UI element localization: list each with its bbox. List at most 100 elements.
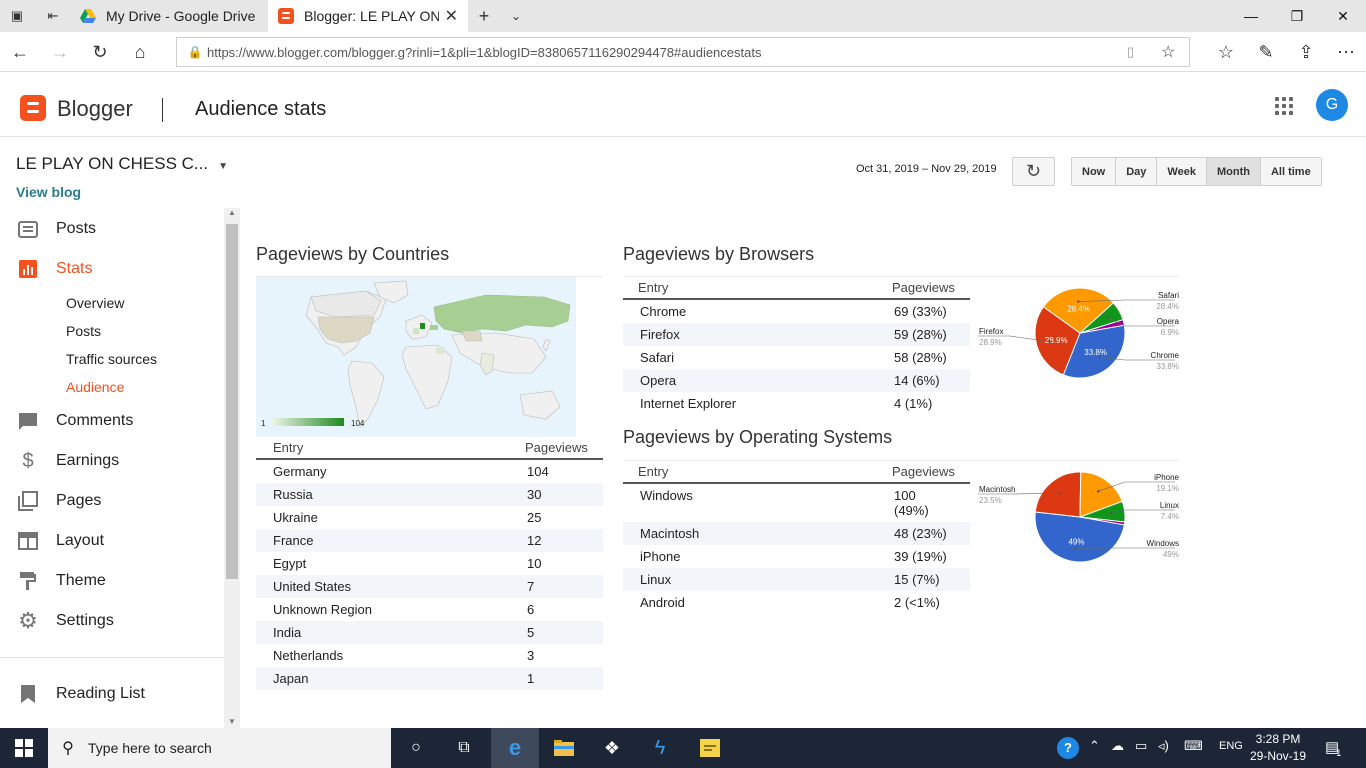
table-row: Opera 14 (6%) (623, 369, 970, 392)
edge-taskbar-icon[interactable]: e (491, 728, 539, 768)
pie-slice-firefox[interactable] (1034, 306, 1081, 376)
table-header: Entry Pageviews (623, 462, 970, 484)
minimize-icon[interactable]: — (1244, 8, 1258, 24)
section-divider (623, 460, 1178, 461)
scroll-down-icon[interactable]: ▼ (228, 717, 236, 726)
period-now-button[interactable]: Now (1072, 158, 1116, 185)
help-icon[interactable]: ? (1057, 737, 1079, 759)
cortana-icon[interactable]: ○ (411, 739, 421, 756)
sidebar-scrollbar[interactable]: ▲ ▼ (224, 208, 240, 728)
row-entry: India (273, 625, 302, 640)
app-name[interactable]: Blogger (57, 96, 133, 121)
sidebar-item-posts[interactable]: Posts (16, 214, 96, 244)
blogger-logo-icon[interactable] (20, 95, 46, 121)
col-entry[interactable]: Entry (638, 464, 669, 479)
favorites-icon[interactable]: ☆ (1217, 41, 1235, 62)
col-entry[interactable]: Entry (638, 280, 669, 295)
address-bar[interactable]: 🔒 https://www.blogger.com/blogger.g?rinl… (176, 37, 1190, 67)
tab-blogger[interactable]: Blogger: LE PLAY ON CH ✕ (268, 0, 468, 32)
map-russia (433, 294, 571, 334)
keyboard-icon[interactable]: ⌨ (1184, 738, 1203, 753)
pie-slice-android[interactable] (1079, 516, 1126, 526)
row-entry: Chrome (640, 304, 687, 319)
period-month-button[interactable]: Month (1205, 158, 1260, 185)
back-icon[interactable]: ← (11, 41, 29, 62)
dropbox-icon[interactable]: ❖ (603, 737, 621, 758)
os-pie-chart[interactable]: 49% iPhone 19.1% Linux 7.4% Windows 49% Macinto… (975, 462, 1185, 572)
pie-slice-internet-explorer[interactable] (1079, 319, 1125, 334)
close-window-icon[interactable]: ✕ (1337, 7, 1349, 24)
restore-icon[interactable]: ❐ (1290, 7, 1304, 24)
more-icon[interactable]: ⋯ (1337, 41, 1355, 62)
apps-grid-icon[interactable] (1275, 97, 1293, 115)
callout-dot (1074, 546, 1077, 550)
pie-slice-chrome[interactable] (1062, 324, 1126, 379)
sidebar-item-earnings[interactable]: $ Earnings (16, 446, 119, 476)
col-pageviews[interactable]: Pageviews (892, 280, 955, 295)
new-tab-icon[interactable]: + (478, 5, 490, 26)
avatar[interactable]: G (1316, 89, 1348, 121)
forward-icon[interactable]: → (51, 41, 69, 62)
task-view-icon[interactable]: ⧉ (458, 739, 470, 756)
favorite-star-icon[interactable]: ☆ (1161, 44, 1176, 61)
pie-slice-macintosh[interactable] (1034, 471, 1082, 518)
battery-icon[interactable]: ▭ (1135, 738, 1148, 753)
blog-selector[interactable]: LE PLAY ON CHESS C... ▼ (16, 154, 228, 174)
notes-pen-icon[interactable]: ✎ (1258, 41, 1274, 62)
reading-view-icon[interactable]: ▯ (1127, 44, 1135, 59)
callout-label: iPhone (1154, 473, 1179, 482)
app-bolt-icon[interactable]: ϟ (654, 736, 666, 759)
sidebar-item-comments[interactable]: Comments (16, 406, 133, 436)
row-pageviews: 100 (894, 488, 916, 503)
world-map[interactable]: 1 104 (256, 277, 576, 437)
pie-slice-iphone[interactable] (1079, 471, 1123, 518)
pie-slice-safari[interactable] (1042, 287, 1115, 334)
home-icon[interactable]: ⌂ (134, 41, 146, 62)
scrollbar-thumb[interactable] (226, 224, 238, 579)
sidebar-item-layout[interactable]: Layout (16, 526, 104, 556)
sticky-notes-icon[interactable] (686, 728, 734, 768)
row-pageviews: 12 (527, 533, 542, 548)
volume-icon[interactable]: ◃) (1158, 738, 1169, 753)
period-all-time-button[interactable]: All time (1259, 158, 1321, 185)
row-pageviews: 69 (33%) (894, 304, 947, 319)
tab-list-chevron-icon[interactable]: ⌄ (510, 9, 522, 23)
share-icon[interactable]: ⇪ (1298, 41, 1314, 62)
sidebar-item-theme[interactable]: Theme (16, 566, 106, 596)
sidebar-sub-overview[interactable]: Overview (66, 295, 125, 311)
close-tab-icon[interactable]: ✕ (444, 8, 458, 25)
chevron-up-icon[interactable]: ⌃ (1089, 738, 1100, 753)
refresh-button[interactable]: ↻ (1012, 157, 1055, 186)
clock[interactable]: 3:28 PM 29-Nov-19 (1244, 731, 1312, 765)
start-button[interactable] (0, 728, 48, 768)
col-entry[interactable]: Entry (273, 440, 304, 455)
callout-label: Macintosh (979, 485, 1015, 494)
row-pageviews: 48 (23%) (894, 526, 947, 541)
col-pageviews[interactable]: Pageviews (892, 464, 955, 479)
tab-actions-icon[interactable]: ▣ (10, 8, 24, 23)
table-header: Entry Pageviews (623, 278, 970, 300)
set-aside-tabs-icon[interactable]: ⇤ (47, 8, 59, 23)
sidebar-item-reading-list[interactable]: Reading List (16, 679, 145, 709)
sidebar-item-settings[interactable]: ⚙ Settings (16, 606, 114, 636)
view-blog-link[interactable]: View blog (16, 184, 82, 200)
taskbar-search[interactable]: ⚲ Type here to search (48, 728, 391, 768)
file-explorer-icon[interactable] (540, 728, 588, 768)
browsers-pie-chart[interactable]: 33.8% 28.9% 28.4% Safari 28.4% Opera 6.9% Chrom… (975, 278, 1185, 388)
tab-google-drive[interactable]: My Drive - Google Drive (70, 0, 268, 32)
sidebar-sub-posts[interactable]: Posts (66, 323, 102, 339)
action-center-icon[interactable]: ▤1 (1325, 739, 1342, 758)
sidebar-sub-audience[interactable]: Audience (66, 379, 125, 395)
scroll-up-icon[interactable]: ▲ (228, 208, 236, 217)
period-week-button[interactable]: Week (1156, 158, 1206, 185)
dollar-icon: $ (22, 449, 34, 472)
col-pageviews[interactable]: Pageviews (525, 440, 588, 455)
sidebar-item-stats[interactable]: Stats (16, 254, 92, 284)
pie-slice-windows[interactable] (1034, 511, 1125, 563)
language-indicator[interactable]: ENG (1219, 740, 1243, 752)
sidebar-item-pages[interactable]: Pages (16, 486, 101, 516)
sidebar-sub-traffic-sources[interactable]: Traffic sources (66, 351, 158, 367)
period-day-button[interactable]: Day (1115, 158, 1157, 185)
onedrive-cloud-icon[interactable]: ☁ (1111, 738, 1124, 753)
reload-icon[interactable]: ↻ (92, 41, 108, 62)
